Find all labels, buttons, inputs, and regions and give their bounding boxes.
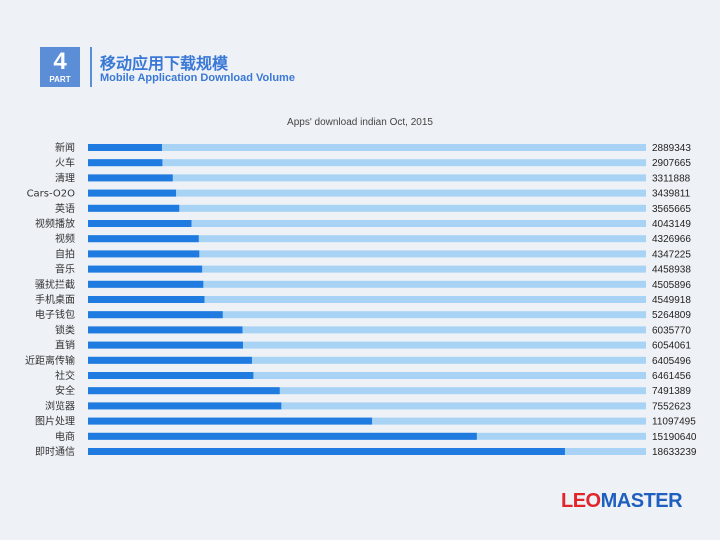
value-label: 2889343 xyxy=(652,143,691,154)
logo-master-text: MASTER xyxy=(600,490,683,512)
part-label: PART xyxy=(49,75,71,84)
value-label: 4347225 xyxy=(652,249,691,260)
bar xyxy=(88,311,223,319)
bar xyxy=(88,402,282,410)
bar-track xyxy=(88,402,646,410)
value-label: 15190640 xyxy=(652,432,697,443)
category-label: 视频播放 xyxy=(35,217,75,230)
category-label: 近距离传输 xyxy=(25,354,75,367)
bar-track xyxy=(88,326,646,334)
bar xyxy=(88,356,252,364)
value-label: 7552623 xyxy=(652,401,691,412)
bar xyxy=(88,250,200,258)
value-label: 6405496 xyxy=(652,356,691,367)
value-label: 6054061 xyxy=(652,341,691,352)
bar-track xyxy=(88,174,646,182)
bar xyxy=(88,326,243,334)
bar xyxy=(88,372,254,379)
value-label: 7491389 xyxy=(652,386,691,397)
bar-track xyxy=(88,144,646,151)
value-label: 4458938 xyxy=(652,265,691,276)
category-label: 骚扰拦截 xyxy=(35,278,75,291)
category-label: 安全 xyxy=(55,384,75,397)
category-label: 电子钱包 xyxy=(35,308,75,321)
bar xyxy=(88,387,280,395)
value-label: 3565665 xyxy=(652,204,691,215)
category-label: 火车 xyxy=(55,156,75,169)
bar xyxy=(88,204,180,212)
bar-track xyxy=(88,311,646,319)
value-label: 6035770 xyxy=(652,325,691,336)
category-label: 社交 xyxy=(55,369,75,382)
bar xyxy=(88,174,173,182)
chart-title: Apps' download indian Oct, 2015 xyxy=(287,117,433,128)
bar xyxy=(88,220,192,227)
bar-track xyxy=(88,356,646,364)
bar-track xyxy=(88,265,646,273)
category-label: 音乐 xyxy=(55,263,75,276)
category-label: 新闻 xyxy=(55,141,75,154)
value-label: 4549918 xyxy=(652,295,691,306)
part-badge: 4 PART xyxy=(40,47,80,87)
bar-track xyxy=(88,159,646,167)
value-label: 4326966 xyxy=(652,234,691,245)
bar xyxy=(88,159,163,167)
category-label: 电商 xyxy=(55,430,75,443)
bar-track xyxy=(88,296,646,303)
value-label: 4505896 xyxy=(652,280,691,291)
part-number: 4 xyxy=(53,48,67,75)
bar xyxy=(88,296,205,303)
category-label: 清理 xyxy=(55,171,75,184)
page-title: 移动应用下载规模 xyxy=(100,54,229,73)
category-label: 手机桌面 xyxy=(35,293,75,306)
header-divider xyxy=(90,47,92,87)
bar xyxy=(88,265,203,273)
category-label: Cars-O2O xyxy=(27,189,76,200)
bar-track xyxy=(88,387,646,395)
value-label: 18633239 xyxy=(652,447,697,458)
value-label: 2907665 xyxy=(652,158,691,169)
bar xyxy=(88,144,162,151)
bar-track xyxy=(88,220,646,227)
value-label: 3439811 xyxy=(652,189,691,200)
bar-track xyxy=(88,372,646,379)
bar-track xyxy=(88,250,646,258)
value-label: 4043149 xyxy=(652,219,691,230)
bar xyxy=(88,280,204,288)
bar xyxy=(88,189,177,197)
bar-track xyxy=(88,204,646,212)
value-label: 3311888 xyxy=(652,173,691,184)
category-label: 自拍 xyxy=(55,247,75,260)
page-subtitle: Mobile Application Download Volume xyxy=(100,72,295,84)
category-label: 图片处理 xyxy=(35,415,75,428)
value-label: 11097495 xyxy=(652,417,696,428)
bar xyxy=(88,448,565,455)
value-label: 6461456 xyxy=(652,371,691,382)
category-label: 视频 xyxy=(55,232,75,245)
bar xyxy=(88,417,373,425)
bar xyxy=(88,235,199,243)
bar xyxy=(88,341,243,349)
category-label: 浏览器 xyxy=(45,399,75,412)
leomaster-logo: LEOMASTER xyxy=(561,490,683,513)
logo-leo-text: LEO xyxy=(561,490,601,512)
category-label: 锁类 xyxy=(55,323,75,336)
bar xyxy=(88,432,477,440)
category-label: 英语 xyxy=(55,202,75,215)
bar-track xyxy=(88,235,646,243)
bar-track xyxy=(88,280,646,288)
category-label: 直销 xyxy=(55,339,75,352)
value-label: 5264809 xyxy=(652,310,691,321)
category-label: 即时通信 xyxy=(35,446,75,458)
bar-track xyxy=(88,189,646,197)
bar-track xyxy=(88,341,646,349)
